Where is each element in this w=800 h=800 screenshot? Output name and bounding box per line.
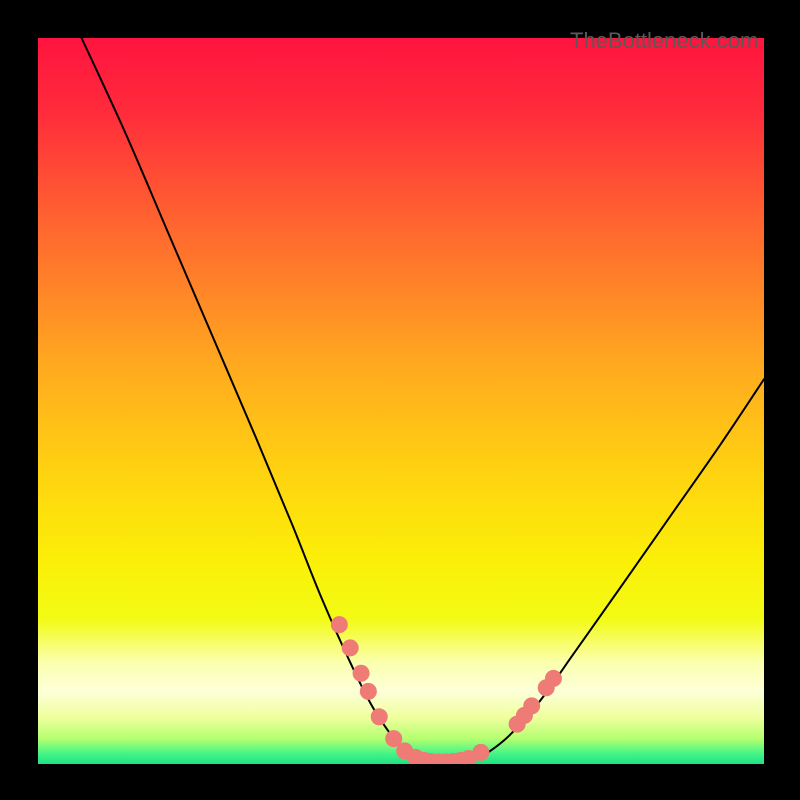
- bottleneck-curve: [82, 38, 764, 763]
- watermark-text: TheBottleneck.com: [570, 28, 758, 54]
- curve-marker: [371, 709, 387, 725]
- curve-marker: [545, 670, 561, 686]
- curve-marker: [473, 744, 489, 760]
- curve-marker: [342, 640, 358, 656]
- curve-marker: [386, 731, 402, 747]
- curve-marker: [360, 683, 376, 699]
- curve-markers: [331, 617, 561, 764]
- curve-marker: [524, 698, 540, 714]
- plot-area: [38, 38, 764, 764]
- curve-marker: [331, 617, 347, 633]
- chart-container: TheBottleneck.com: [0, 0, 800, 800]
- curve-marker: [353, 665, 369, 681]
- curve-layer: [38, 38, 764, 764]
